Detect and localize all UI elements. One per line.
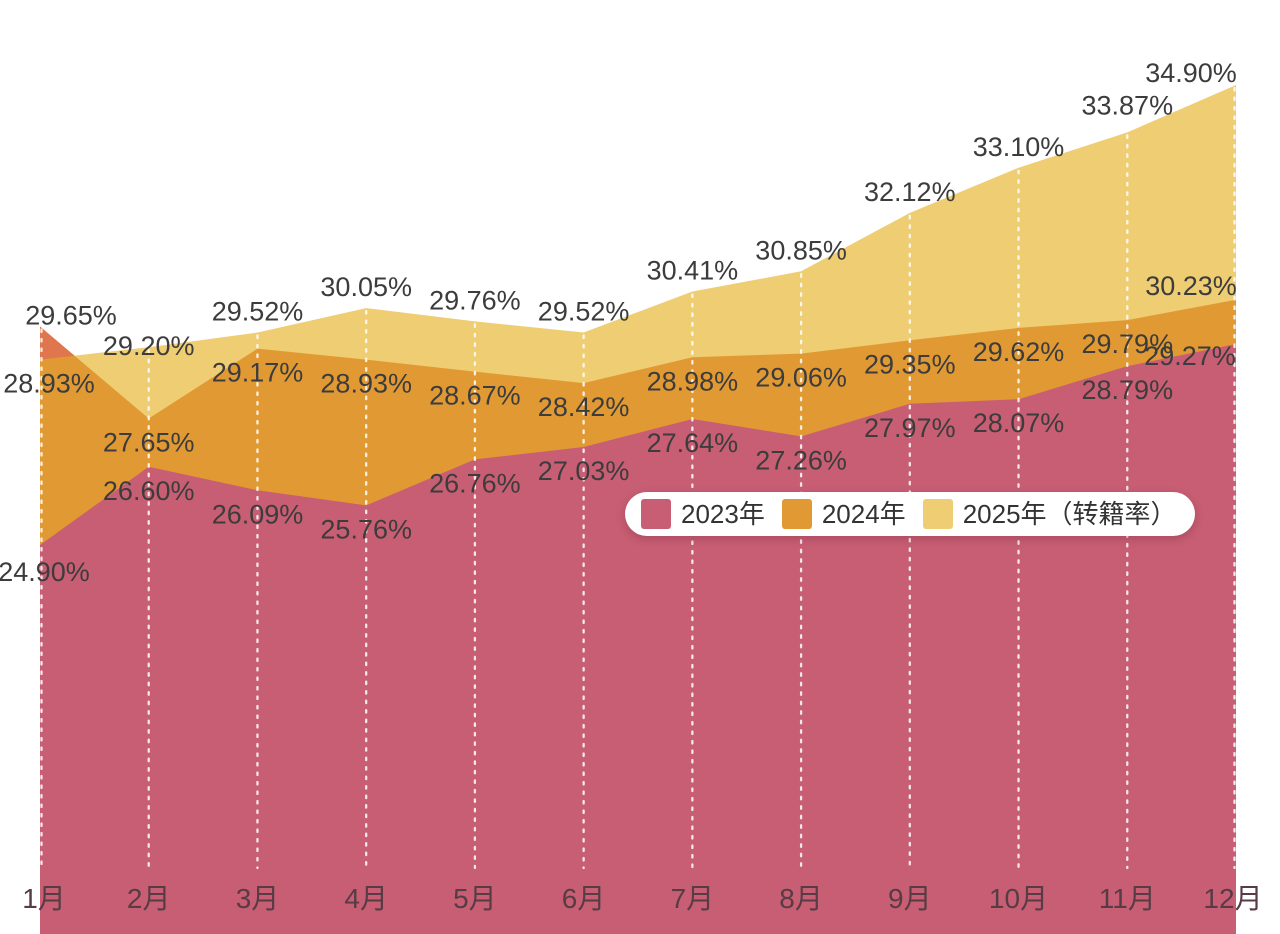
value-label-2025年（转籍率）-4月: 30.05% (320, 272, 412, 302)
value-label-2024年-2月: 27.65% (103, 428, 195, 458)
value-label-2023年-4月: 25.76% (320, 514, 412, 544)
chart-legend: 2023年 2024年 2025年（转籍率） (625, 492, 1195, 536)
value-label-2024年-12月: 30.23% (1145, 271, 1237, 301)
value-label-2024年-11月: 29.79% (1082, 329, 1174, 359)
value-label-2023年-6月: 27.03% (538, 456, 630, 486)
value-label-2025年（转籍率）-1月: 28.93% (3, 369, 95, 399)
month-label-9月: 9月 (888, 883, 932, 914)
month-label-10月: 10月 (989, 883, 1048, 914)
value-label-2024年-9月: 29.35% (864, 349, 956, 379)
value-label-2025年（转籍率）-10月: 33.10% (973, 132, 1065, 162)
value-label-2023年-12月: 29.27% (1144, 341, 1236, 371)
value-label-2023年-9月: 27.97% (864, 413, 956, 443)
month-label-3月: 3月 (236, 883, 280, 914)
value-label-2023年-3月: 26.09% (212, 499, 304, 529)
month-label-11月: 11月 (1099, 883, 1156, 914)
value-label-2024年-5月: 28.67% (429, 381, 521, 411)
legend-label-2023: 2023年 (681, 499, 765, 529)
legend-label-2025: 2025年（转籍率） (962, 499, 1177, 529)
legend-label-2024: 2024年 (821, 499, 906, 529)
legend-item-2024: 2024年 (781, 499, 906, 529)
value-label-2025年（转籍率）-7月: 30.41% (647, 256, 739, 286)
overlap-highlight (40, 326, 75, 360)
value-label-2024年-6月: 28.42% (538, 392, 630, 422)
month-label-8月: 8月 (779, 883, 823, 914)
value-label-2024年-8月: 29.06% (755, 363, 847, 393)
legend-item-2025: 2025年（转籍率） (922, 499, 1177, 529)
legend-swatch-2024 (781, 499, 812, 529)
value-label-2023年-11月: 28.79% (1082, 375, 1174, 405)
value-label-2023年-2月: 26.60% (103, 476, 195, 506)
value-label-2024年-7月: 28.98% (647, 366, 739, 396)
legend-swatch-2025 (922, 499, 953, 529)
month-label-2月: 2月 (127, 883, 171, 914)
value-label-2025年（转籍率）-5月: 29.76% (429, 285, 521, 315)
legend-swatch-2023 (641, 499, 671, 529)
value-label-2024年-3月: 29.17% (212, 358, 304, 388)
value-label-2025年（转籍率）-2月: 29.20% (103, 331, 195, 361)
value-label-2025年（转籍率）-6月: 29.52% (538, 297, 630, 327)
month-label-1月: 1月 (22, 883, 66, 914)
value-label-2025年（转籍率）-11月: 33.87% (1082, 90, 1174, 120)
value-label-2025年（转籍率）-3月: 29.52% (212, 297, 304, 327)
value-label-2023年-1月: 24.90% (0, 557, 90, 587)
value-label-2023年-8月: 27.26% (755, 445, 847, 475)
value-label-2024年-4月: 28.93% (320, 369, 412, 399)
month-label-4月: 4月 (344, 883, 388, 914)
legend-item-2023: 2023年 (641, 499, 765, 529)
value-label-2025年（转籍率）-8月: 30.85% (755, 235, 847, 265)
value-label-2025年（转籍率）-9月: 32.12% (864, 177, 956, 207)
month-label-12月: 12月 (1203, 883, 1262, 914)
month-label-7月: 7月 (671, 883, 715, 914)
month-label-5月: 5月 (453, 883, 497, 914)
value-label-2023年-5月: 26.76% (429, 468, 521, 498)
value-label-2023年-7月: 27.64% (647, 428, 739, 458)
value-label-2024年-10月: 29.62% (973, 337, 1065, 367)
value-label-2024年-1月: 29.65% (25, 301, 117, 331)
month-label-6月: 6月 (562, 883, 606, 914)
value-label-2025年（转籍率）-12月: 34.90% (1145, 58, 1237, 88)
area-2023 (40, 344, 1236, 934)
value-label-2023年-10月: 28.07% (973, 408, 1065, 438)
